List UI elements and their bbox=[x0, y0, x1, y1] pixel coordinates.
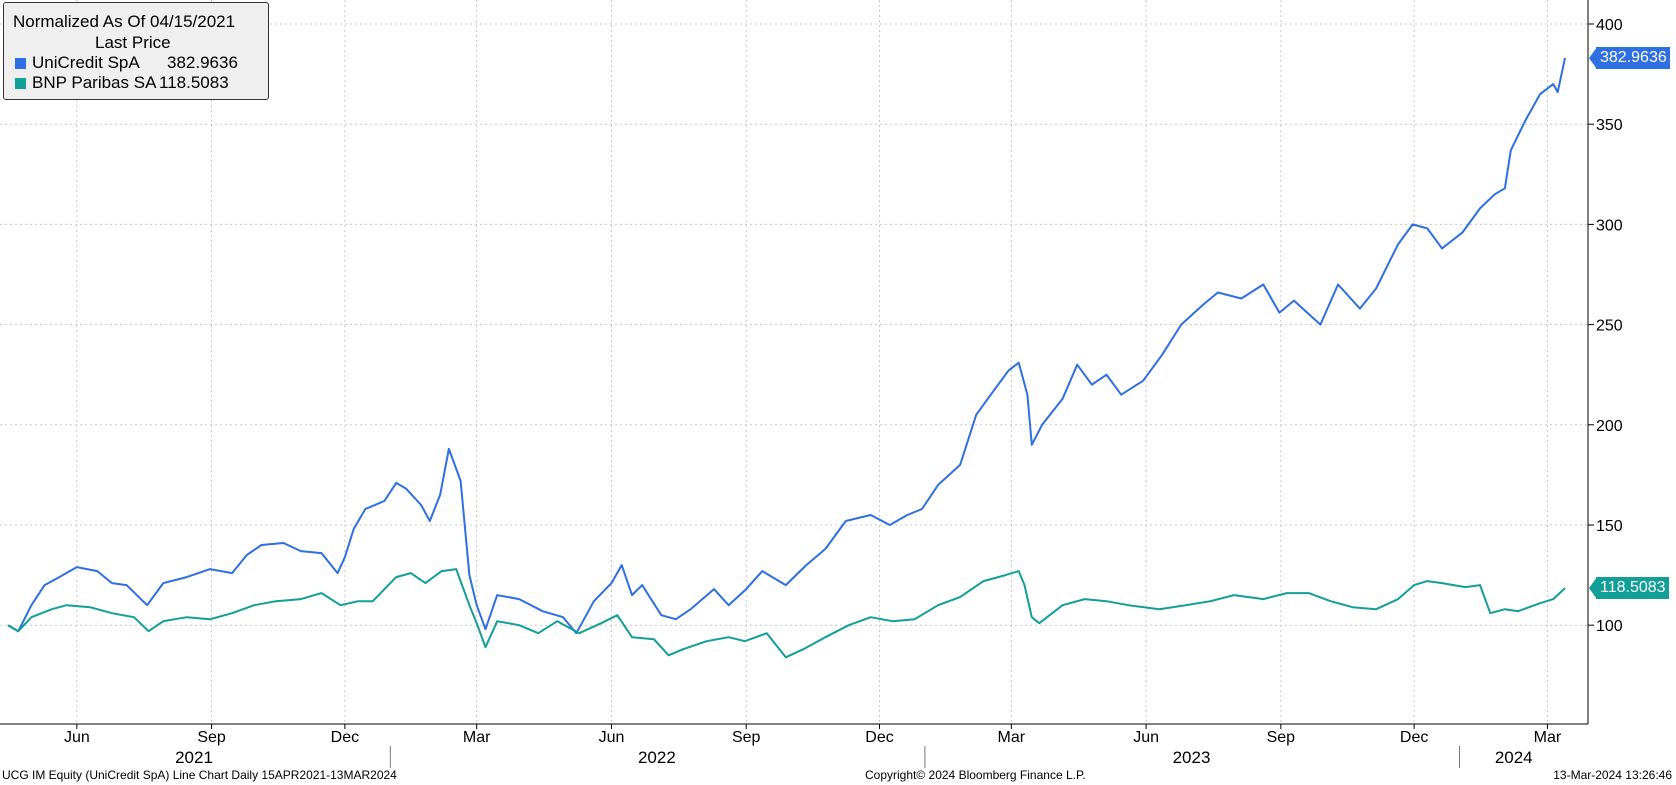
x-tick-label: Mar bbox=[463, 729, 491, 746]
series-line-unicredit bbox=[7, 57, 1566, 635]
x-tick-label: Jun bbox=[599, 729, 625, 746]
axes: 100 150 200 250 300 350 400 Jun Sep Dec Mar Jun Sep D… bbox=[0, 0, 1623, 768]
y-tick-label: 200 bbox=[1596, 418, 1623, 435]
x-year-label: 2023 bbox=[1173, 748, 1211, 767]
x-year-label: 2021 bbox=[175, 748, 213, 767]
legend-subtitle: Last Price bbox=[95, 33, 171, 52]
x-tick-label: Dec bbox=[865, 729, 893, 746]
legend-series-value: 118.5083 bbox=[159, 73, 229, 92]
legend-series-value: 382.9636 bbox=[167, 53, 238, 72]
last-value-tag-unicredit: 382.9636 bbox=[1596, 47, 1670, 70]
last-value-tag-bnp: 118.5083 bbox=[1596, 577, 1669, 600]
x-tick-label: Dec bbox=[331, 729, 359, 746]
x-year-label: 2022 bbox=[638, 748, 676, 767]
x-tick-label: Sep bbox=[197, 729, 226, 746]
y-tick-label: 350 bbox=[1596, 117, 1623, 134]
legend-swatch-bnp bbox=[15, 78, 26, 89]
last-value-pointer bbox=[1589, 47, 1597, 70]
y-tick-label: 400 bbox=[1596, 17, 1623, 34]
gridlines bbox=[0, 0, 1588, 724]
x-tick-label: Jun bbox=[1133, 729, 1159, 746]
x-tick-label: Mar bbox=[1534, 729, 1562, 746]
legend-swatch-unicredit bbox=[15, 58, 26, 69]
series-lines bbox=[7, 57, 1566, 659]
x-year-label: 2024 bbox=[1495, 748, 1533, 767]
footer-copyright: Copyright© 2024 Bloomberg Finance L.P. bbox=[865, 768, 1086, 782]
y-tick-label: 100 bbox=[1596, 618, 1623, 635]
series-line-bnp bbox=[7, 568, 1566, 659]
last-value-pointer bbox=[1589, 577, 1597, 600]
x-tick-label: Mar bbox=[998, 729, 1026, 746]
x-tick-label: Jun bbox=[64, 729, 90, 746]
x-tick-label: Sep bbox=[1267, 729, 1296, 746]
footer-chart-info: UCG IM Equity (UniCredit SpA) Line Chart… bbox=[2, 768, 397, 782]
legend-series-name: BNP Paribas SA bbox=[32, 73, 157, 92]
y-tick-label: 300 bbox=[1596, 217, 1623, 234]
y-tick-label: 150 bbox=[1596, 518, 1623, 535]
footer-timestamp: 13-Mar-2024 13:26:46 bbox=[1553, 768, 1672, 782]
legend-title: Normalized As Of 04/15/2021 bbox=[13, 12, 236, 31]
x-tick-label: Dec bbox=[1400, 729, 1428, 746]
y-tick-label: 250 bbox=[1596, 318, 1623, 335]
chart-legend: Normalized As Of 04/15/2021 Last Price U… bbox=[3, 2, 269, 100]
x-tick-label: Sep bbox=[732, 729, 761, 746]
legend-series-name: UniCredit SpA bbox=[32, 53, 140, 72]
